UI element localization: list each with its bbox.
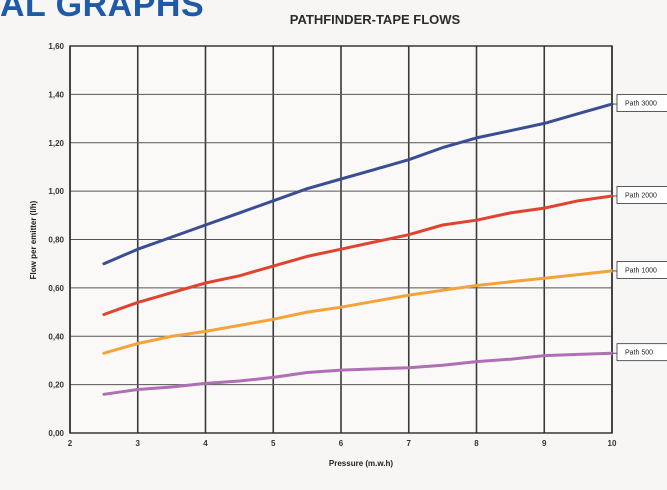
series-group: [102, 102, 614, 396]
y-tick-label: 1,60: [48, 42, 64, 51]
x-tick-label: 5: [271, 439, 276, 448]
grid: [69, 45, 613, 434]
legend-label: Path 3000: [625, 101, 657, 108]
x-axis-label: Pressure (m.w.h): [329, 459, 394, 468]
chart-title: PATHFINDER-TAPE FLOWS: [289, 12, 461, 27]
legend-label: Path 2000: [625, 192, 657, 199]
axes: 2 3 4 5 6 7 8 9 10 0,00 0,20 0,40 0,60 0,80 1,00 1,20 1,…: [48, 42, 617, 448]
y-tick-label: 0,60: [48, 284, 64, 293]
series-line-path-3000: [102, 102, 614, 266]
y-tick-label: 0,40: [48, 332, 64, 341]
series-line-path-1000: [102, 269, 614, 355]
x-tick-label: 7: [407, 439, 412, 448]
legend-box: [616, 94, 667, 112]
y-tick-label: 1,00: [48, 187, 64, 196]
y-tick-label: 0,20: [48, 381, 64, 390]
legend-label: Path 1000: [625, 267, 657, 274]
y-axis-label: Flow per emitter (l/h): [29, 200, 38, 279]
x-tick-label: 8: [474, 439, 479, 448]
x-tick-label: 6: [339, 439, 344, 448]
y-tick-label: 0,00: [48, 429, 64, 438]
series-line-path-500: [102, 351, 614, 396]
y-tick-label: 1,40: [48, 90, 64, 99]
x-tick-label: 9: [542, 439, 547, 448]
header-fragment: AL GRAPHS: [0, 0, 205, 24]
x-tick-label: 2: [68, 439, 73, 448]
x-tick-label: 4: [203, 439, 208, 448]
plot-border: [69, 45, 613, 434]
x-tick-label: 10: [608, 439, 617, 448]
y-tick-label: 0,80: [48, 236, 64, 245]
legend-box: [616, 186, 667, 204]
legend-box: [616, 261, 667, 279]
y-tick-label: 1,20: [48, 139, 64, 148]
legend: Path 3000 Path 2000 Path 1000 Path 500: [612, 94, 667, 362]
series-line-path-2000: [102, 194, 614, 316]
x-tick-label: 3: [136, 439, 141, 448]
legend-box: [616, 343, 667, 362]
legend-label: Path 500: [625, 350, 653, 357]
